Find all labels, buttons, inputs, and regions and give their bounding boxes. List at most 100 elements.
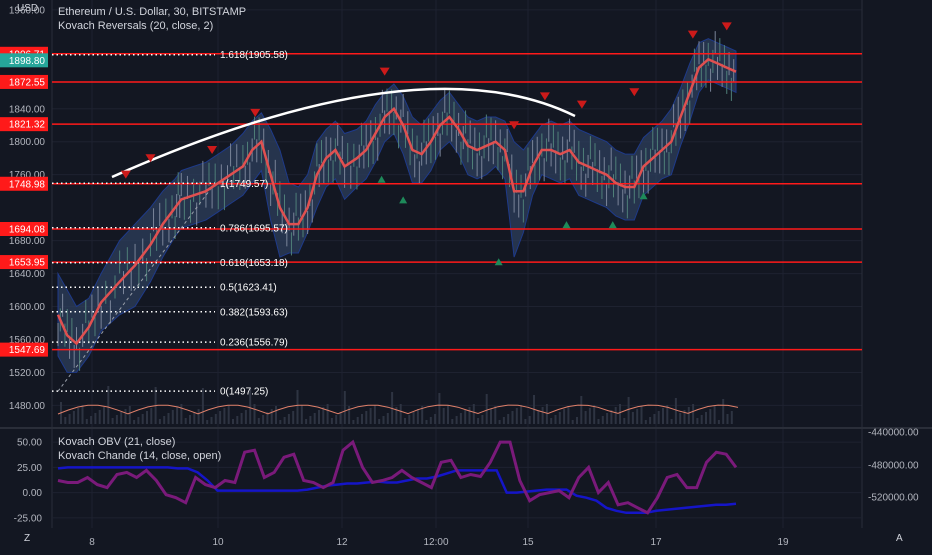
reversal-down-marker	[145, 154, 156, 163]
volume-bar	[214, 414, 217, 424]
time-axis-tick: 12	[336, 537, 348, 548]
osc-left-tick: 25.00	[17, 463, 42, 474]
volume-bar	[81, 405, 84, 424]
volume-bar	[520, 405, 523, 424]
volume-bar	[77, 408, 80, 424]
volume-bar	[193, 412, 196, 424]
fib-level-label: 0.382(1593.63)	[220, 307, 288, 318]
volume-bar	[494, 406, 497, 424]
volume-bar	[644, 420, 647, 424]
volume-bar	[309, 416, 312, 424]
volume-bar	[386, 413, 389, 424]
price-tag-box	[0, 222, 48, 237]
price-tag-box	[0, 176, 48, 191]
volume-bar	[94, 413, 97, 424]
volume-bar	[279, 420, 282, 424]
volume-bar	[631, 412, 634, 424]
fib-level-label: 0.786(1695.57)	[220, 223, 288, 234]
volume-bar	[339, 412, 342, 424]
volume-bar	[550, 418, 553, 424]
indicator-legend[interactable]: Kovach Reversals (20, close, 2)	[58, 20, 214, 32]
volume-bar	[219, 411, 222, 424]
price-tag-label: 1547.69	[9, 345, 46, 356]
volume-bar	[713, 406, 716, 424]
volume-bar	[305, 419, 308, 424]
price-tag-box	[0, 74, 48, 89]
volume-bar	[666, 405, 669, 424]
volume-bar	[115, 415, 118, 424]
volume-bar	[597, 419, 600, 424]
price-tag-label: 1898.80	[9, 56, 46, 67]
osc-right-tick: -520000.00	[868, 493, 919, 504]
osc-right-tick: -480000.00	[868, 461, 919, 472]
reversal-down-marker	[120, 170, 131, 179]
volume-bar	[365, 411, 368, 424]
volume-bar	[322, 407, 325, 424]
volume-bar	[472, 404, 475, 424]
reversal-down-marker	[629, 88, 640, 97]
osc-right-tick: -440000.00	[868, 428, 919, 439]
volume-bar	[563, 409, 566, 424]
obv-legend[interactable]: Kovach OBV (21, close)	[58, 436, 176, 448]
volume-bar	[171, 410, 174, 424]
auto-scale-button[interactable]: A	[896, 533, 903, 544]
price-axis-tick: 1680.00	[9, 236, 46, 247]
volume-bar	[249, 389, 252, 424]
volume-bar	[722, 399, 725, 424]
price-tag-box	[0, 117, 48, 132]
volume-bar	[404, 418, 406, 424]
reversal-up-marker	[377, 175, 386, 183]
volume-bar	[683, 410, 686, 424]
timezone-button[interactable]: Z	[24, 533, 31, 544]
price-axis-tick: 1560.00	[9, 335, 46, 346]
volume-bar	[593, 405, 596, 424]
volume-bar	[107, 386, 110, 424]
volume-bar	[601, 416, 604, 424]
price-axis-tick: 1960.00	[9, 5, 46, 16]
reversal-up-marker	[608, 221, 617, 229]
volume-bar	[236, 416, 239, 424]
volume-bar	[545, 404, 548, 424]
volume-bar	[451, 419, 454, 424]
volume-bar	[696, 418, 699, 424]
time-axis-tick: 19	[777, 537, 789, 548]
volume-bar	[98, 410, 101, 424]
volume-bar	[537, 410, 540, 424]
volume-bar	[584, 411, 587, 424]
volume-bar	[438, 393, 441, 424]
chart-title[interactable]: Ethereum / U.S. Dollar, 30, BITSTAMP	[58, 6, 247, 18]
volume-bar	[356, 417, 359, 424]
volume-bar	[158, 419, 161, 424]
volume-bar	[447, 405, 449, 424]
volume-bar	[610, 410, 613, 424]
osc-left-tick: 0.00	[23, 488, 43, 499]
reversal-down-marker	[687, 30, 698, 39]
osc-left-tick: 50.00	[17, 438, 42, 449]
volume-bar	[619, 404, 621, 424]
volume-bar	[558, 412, 561, 424]
volume-bar	[395, 407, 398, 424]
volume-bar	[421, 406, 424, 424]
volume-bar	[459, 413, 462, 424]
fib-level-label: 0(1497.25)	[220, 387, 268, 398]
volume-bar	[292, 411, 295, 424]
volume-bar	[253, 404, 256, 424]
reversal-down-marker	[539, 92, 550, 101]
chande-legend[interactable]: Kovach Chande (14, close, open)	[58, 450, 222, 462]
volume-bar	[554, 415, 557, 424]
volume-bar	[378, 419, 381, 424]
volume-bar	[567, 406, 570, 424]
currency-label: USD	[17, 3, 39, 14]
volume-bar	[72, 411, 75, 424]
volume-bar	[176, 407, 179, 424]
volume-bar	[662, 408, 664, 424]
reversal-down-marker	[250, 108, 261, 117]
price-axis-tick: 1480.00	[9, 401, 46, 412]
volume-bar	[266, 412, 269, 424]
reversal-up-marker	[399, 196, 408, 204]
volume-bar	[709, 409, 712, 424]
volume-bar	[103, 407, 105, 424]
